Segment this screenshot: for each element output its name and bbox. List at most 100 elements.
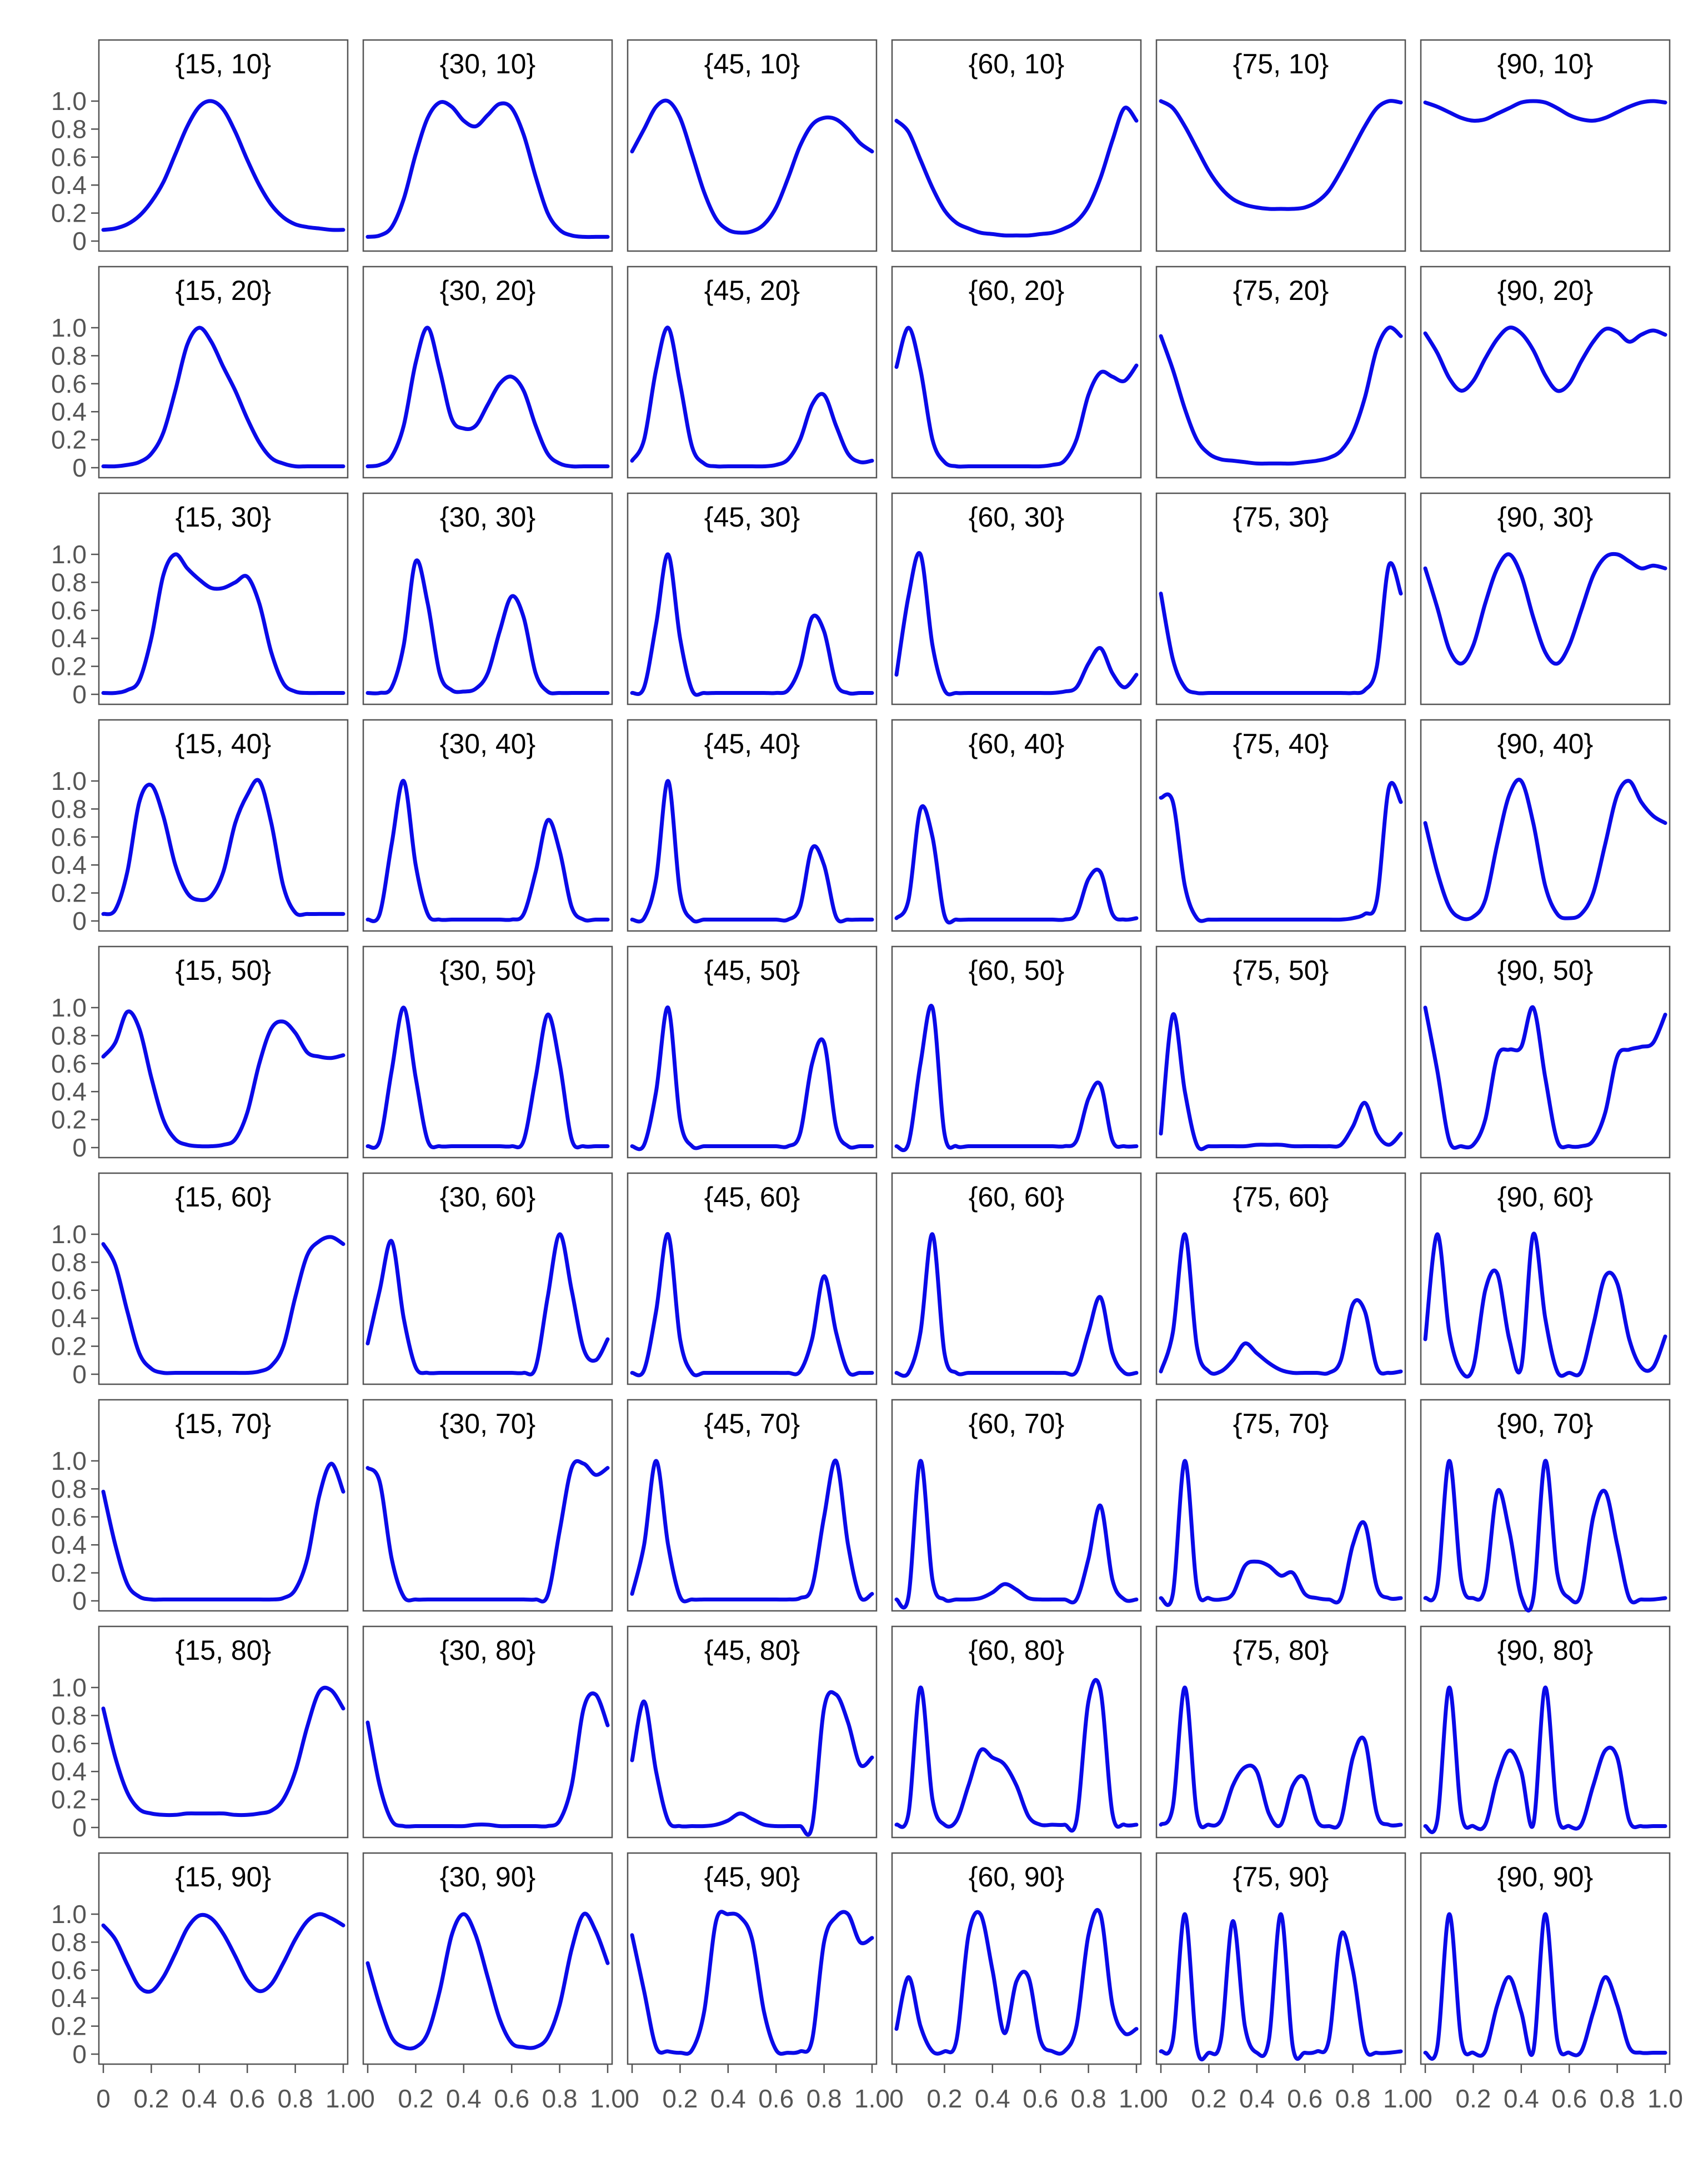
series-line — [1159, 326, 1403, 466]
x-tick-label: 0 — [889, 2084, 904, 2113]
y-tick-label: 0.6 — [51, 369, 87, 398]
y-tick-label: 0.4 — [51, 624, 87, 653]
panel: {90, 80} — [1420, 1625, 1671, 1839]
panel-title: {75, 10} — [1233, 48, 1329, 79]
y-tick-label: 0 — [72, 1360, 87, 1389]
series-line — [365, 1232, 610, 1376]
panel-frame — [1420, 492, 1671, 705]
panel-frame — [1155, 266, 1406, 479]
x-tick-label: 0.6 — [229, 2084, 265, 2113]
x-tick-label: 0.6 — [1023, 2084, 1058, 2113]
panel: {15, 70} 00.20.40.60.81.0 — [51, 1399, 349, 1615]
series-line — [101, 99, 345, 232]
panel-frame — [98, 492, 349, 705]
x-tick-label: 0.2 — [1455, 2084, 1491, 2113]
panel: {60, 30} — [891, 492, 1142, 705]
panel: {15, 20} 00.20.40.60.81.0 — [51, 266, 349, 482]
y-tick-label: 0.4 — [51, 850, 87, 879]
series-line — [894, 804, 1139, 925]
x-tick-label: 0 — [360, 2084, 375, 2113]
panel-frame — [1420, 266, 1671, 479]
panel-title: {45, 70} — [704, 1408, 800, 1439]
y-tick-label: 0.8 — [51, 1474, 87, 1503]
y-tick-label: 0.4 — [51, 1757, 87, 1786]
panel-title: {45, 50} — [704, 955, 800, 986]
panel-title: {60, 90} — [969, 1861, 1064, 1892]
x-tick-label: 0.4 — [710, 2084, 746, 2113]
panel-frame — [627, 1172, 878, 1385]
panel: {15, 40} 00.20.40.60.81.0 — [51, 719, 349, 935]
series-line — [101, 1912, 345, 1994]
y-tick-label: 0 — [72, 227, 87, 256]
y-tick-label: 0.8 — [51, 341, 87, 370]
panel-title: {45, 10} — [704, 48, 800, 79]
panel-frame — [627, 1625, 878, 1839]
series-line — [101, 1461, 345, 1602]
series-line — [1159, 561, 1403, 695]
series-line — [630, 779, 874, 924]
x-tick-label: 0 — [1418, 2084, 1432, 2113]
panel-title: {60, 40} — [969, 728, 1064, 759]
y-tick-label: 0.2 — [51, 1105, 87, 1134]
panel-frame — [627, 1399, 878, 1612]
panel-title: {90, 60} — [1497, 1181, 1593, 1213]
panel-frame — [362, 492, 613, 705]
panel: {90, 40} — [1420, 719, 1671, 932]
series-line — [1159, 1685, 1403, 1830]
y-tick-label: 0 — [72, 1813, 87, 1842]
panel-frame — [1155, 1625, 1406, 1839]
panel: {45, 30} — [627, 492, 878, 705]
series-line — [365, 1691, 610, 1829]
panel-title: {30, 10} — [440, 48, 535, 79]
series-line — [365, 100, 610, 239]
series-line — [630, 1690, 874, 1837]
panel-title: {75, 60} — [1233, 1181, 1329, 1213]
panel: {90, 30} — [1420, 492, 1671, 705]
y-tick-label: 1.0 — [51, 993, 87, 1022]
panel-frame — [627, 492, 878, 705]
y-tick-label: 0.2 — [51, 2012, 87, 2041]
panel: {45, 60} — [627, 1172, 878, 1385]
panel: {60, 60} — [891, 1172, 1142, 1385]
series-line — [630, 1910, 874, 2056]
panel-title: {90, 20} — [1497, 275, 1593, 306]
panel-frame — [362, 1172, 613, 1385]
panel-frame — [891, 492, 1142, 705]
panel-frame — [891, 1852, 1142, 2065]
panel-title: {90, 10} — [1497, 48, 1593, 79]
panel: {30, 20} — [362, 266, 613, 479]
x-tick-label: 0.6 — [1287, 2084, 1323, 2113]
panel: {30, 80} — [362, 1625, 613, 1839]
panel-frame — [1155, 1852, 1406, 2065]
series-line — [894, 106, 1139, 238]
x-tick-label: 1.0 — [1383, 2084, 1419, 2113]
x-tick-label: 0.6 — [494, 2084, 529, 2113]
panel-frame — [891, 945, 1142, 1159]
panel-frame — [98, 1172, 349, 1385]
panel-title: {90, 90} — [1497, 1861, 1593, 1892]
series-line — [1423, 1685, 1667, 1834]
x-tick-label: 0.8 — [1335, 2084, 1371, 2113]
x-tick-label: 0.8 — [278, 2084, 313, 2113]
panel-title: {15, 60} — [176, 1181, 271, 1213]
panel: {90, 20} — [1420, 266, 1671, 479]
series-line — [630, 1232, 874, 1378]
y-tick-label: 1.0 — [51, 540, 87, 569]
y-tick-label: 0.6 — [51, 1503, 87, 1531]
series-line — [630, 98, 874, 235]
y-tick-label: 0.6 — [51, 596, 87, 625]
series-line — [1159, 1012, 1403, 1151]
panel-title: {45, 20} — [704, 275, 800, 306]
series-line — [1159, 1459, 1403, 1607]
panel: {90, 90} 0 0.2 0.4 0.6 0.8 1.0 — [1418, 1852, 1683, 2113]
y-tick-label: 0.8 — [51, 1927, 87, 1956]
panel-title: {60, 20} — [969, 275, 1064, 306]
y-tick-label: 0 — [72, 680, 87, 709]
panel-title: {15, 10} — [176, 48, 271, 79]
y-tick-label: 0.8 — [51, 1248, 87, 1276]
panel-title: {75, 70} — [1233, 1408, 1329, 1439]
panel-title: {90, 40} — [1497, 728, 1593, 759]
series-line — [365, 1911, 610, 2051]
series-line — [1159, 99, 1403, 211]
panel-title: {75, 20} — [1233, 275, 1329, 306]
